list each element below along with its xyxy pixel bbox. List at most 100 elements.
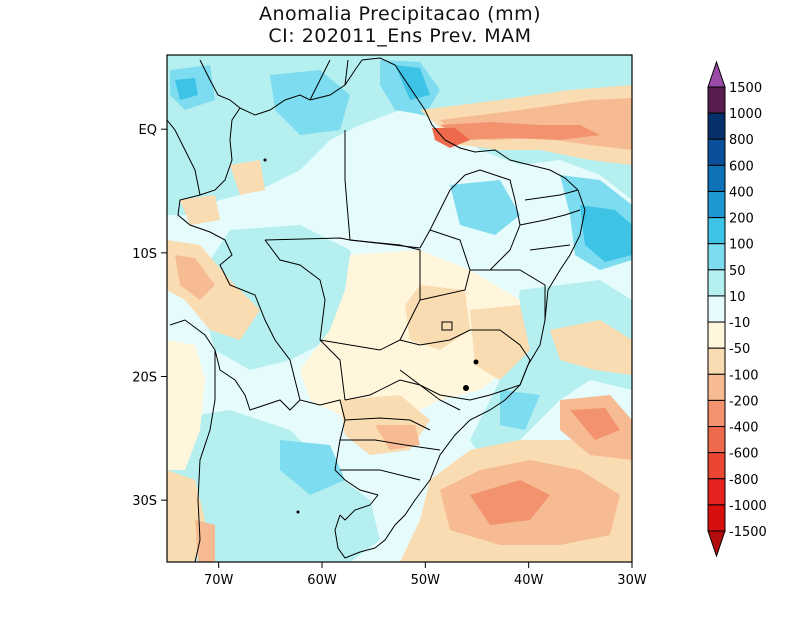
colorbar-top-arrow xyxy=(707,60,726,88)
border-peru xyxy=(167,119,201,196)
colorbar-level-label: -1500 xyxy=(729,525,767,540)
lon-tick-label: 60W xyxy=(307,573,337,588)
border-venezuela xyxy=(199,59,241,109)
colorbar-level-label: 1000 xyxy=(729,107,762,122)
colorbar-level-label: 200 xyxy=(729,212,754,227)
lon-tick-label: 50W xyxy=(411,573,441,588)
colorbar-swatch xyxy=(707,190,726,219)
colorbar-swatch xyxy=(707,321,726,349)
colorbar-swatch xyxy=(707,478,726,506)
state-df xyxy=(441,321,453,331)
field-neg-eq-atlantic-3 xyxy=(440,122,600,140)
field-neg-roraima xyxy=(180,195,220,225)
colorbar-level-label: 1500 xyxy=(729,81,762,96)
lon-tick-label: 70W xyxy=(204,573,234,588)
colorbar-swatch xyxy=(707,504,726,532)
field-100-200-amapa xyxy=(395,65,430,100)
colorbar-level-label: -100 xyxy=(729,368,759,383)
colorbar-level-label: -200 xyxy=(729,394,759,409)
field-neg-andes-2 xyxy=(195,520,215,562)
colorbar-level-label: -600 xyxy=(729,447,759,462)
field-neg-goias xyxy=(470,305,530,380)
field-neg-central-2 xyxy=(405,285,470,350)
border-bolivia xyxy=(169,319,216,351)
field-50-100-se-coast xyxy=(500,390,540,430)
chart-title: Anomalia Precipitacao (mm) xyxy=(258,3,541,25)
field-100-200-nordeste xyxy=(580,205,632,262)
border-argentina xyxy=(339,494,379,521)
colorbar-swatch xyxy=(707,426,726,454)
anomaly-field xyxy=(167,55,632,562)
field-neg-sw-ocean xyxy=(550,320,632,375)
colorbar-swatch xyxy=(707,86,726,114)
colorbar-level-label: 50 xyxy=(729,264,746,279)
colorbar-level-label: -50 xyxy=(729,342,750,357)
map-frame xyxy=(166,54,633,563)
chart-subtitle: CI: 202011_Ens Prev. MAM xyxy=(268,25,532,47)
lat-tick-label: 10S xyxy=(132,247,157,262)
field-neg-andes xyxy=(167,470,205,562)
field-neg-amazon-w xyxy=(230,160,265,195)
political-borders xyxy=(167,57,586,562)
state-rs xyxy=(340,469,421,481)
colorbar-swatch xyxy=(707,295,726,323)
field-neg-s-atlantic-3 xyxy=(470,480,550,525)
colorbar: 1500 1000 800 600 400 200 100 50 10 -10 -50 -100 -20… xyxy=(707,60,767,558)
state-ro xyxy=(264,239,326,341)
colorbar-level-label: 100 xyxy=(729,238,754,253)
field-neg-eq-atlantic-4 xyxy=(432,128,470,148)
map-axes: EQ 10S 20S 30S 70W 60W 50W 40W 30W xyxy=(132,123,647,588)
colorbar-swatch xyxy=(707,243,726,271)
field-10-50-south xyxy=(167,410,380,562)
colorbar-swatch xyxy=(707,164,726,192)
colorbar-swatch xyxy=(707,347,726,375)
colorbar-swatch xyxy=(707,269,726,297)
colorbar-level-label: -1000 xyxy=(729,499,767,514)
border-chile xyxy=(194,350,216,562)
state-ms xyxy=(319,339,346,401)
field-50-100-amazon xyxy=(270,70,350,135)
border-brazil-west xyxy=(177,59,379,496)
colorbar-swatch xyxy=(707,399,726,428)
state-pa-to xyxy=(419,174,466,249)
lake-amazon xyxy=(263,158,267,162)
lat-tick-label: EQ xyxy=(139,123,157,138)
lat-tick-label: 20S xyxy=(132,371,157,386)
colorbar-swatch xyxy=(707,217,726,245)
lon-tick-label: 30W xyxy=(617,573,647,588)
lon-tick-label: 40W xyxy=(514,573,544,588)
field-100-200-nw xyxy=(175,78,198,100)
field-neg-pr xyxy=(375,425,420,450)
lat-tick-label: 30S xyxy=(132,494,157,509)
colorbar-swatch xyxy=(707,452,726,480)
colorbar-level-label: -800 xyxy=(729,473,759,488)
lake-furnas xyxy=(463,385,469,391)
field-pacific-strip xyxy=(167,340,205,470)
colorbar-bottom-arrow xyxy=(707,530,726,558)
state-am-mt xyxy=(264,237,351,241)
field-50-100-para xyxy=(450,180,520,235)
colorbar-level-label: 800 xyxy=(729,133,754,148)
colorbar-swatch xyxy=(707,138,726,166)
state-ne-small xyxy=(519,189,581,251)
colorbar-swatch xyxy=(707,112,726,140)
colorbar-level-label: -10 xyxy=(729,316,750,331)
lakes xyxy=(263,158,479,514)
colorbar-swatch xyxy=(707,373,726,401)
state-mg xyxy=(399,329,531,401)
colorbar-level-label: 400 xyxy=(729,185,754,200)
lake-tres-marias xyxy=(473,359,479,365)
lake-south xyxy=(296,510,300,514)
field-50-100-sul xyxy=(280,440,345,495)
colorbar-level-label: 600 xyxy=(729,159,754,174)
state-mt-go xyxy=(319,239,421,351)
coastline-brazil xyxy=(361,57,586,549)
border-guianas xyxy=(309,59,349,101)
border-paraguay xyxy=(214,349,301,411)
state-ma-pi xyxy=(464,169,521,271)
state-sp xyxy=(344,379,461,411)
state-pr-sc xyxy=(340,417,441,451)
field-neg-west-2 xyxy=(175,255,215,300)
field-neg-se-ocean-2 xyxy=(570,408,620,440)
